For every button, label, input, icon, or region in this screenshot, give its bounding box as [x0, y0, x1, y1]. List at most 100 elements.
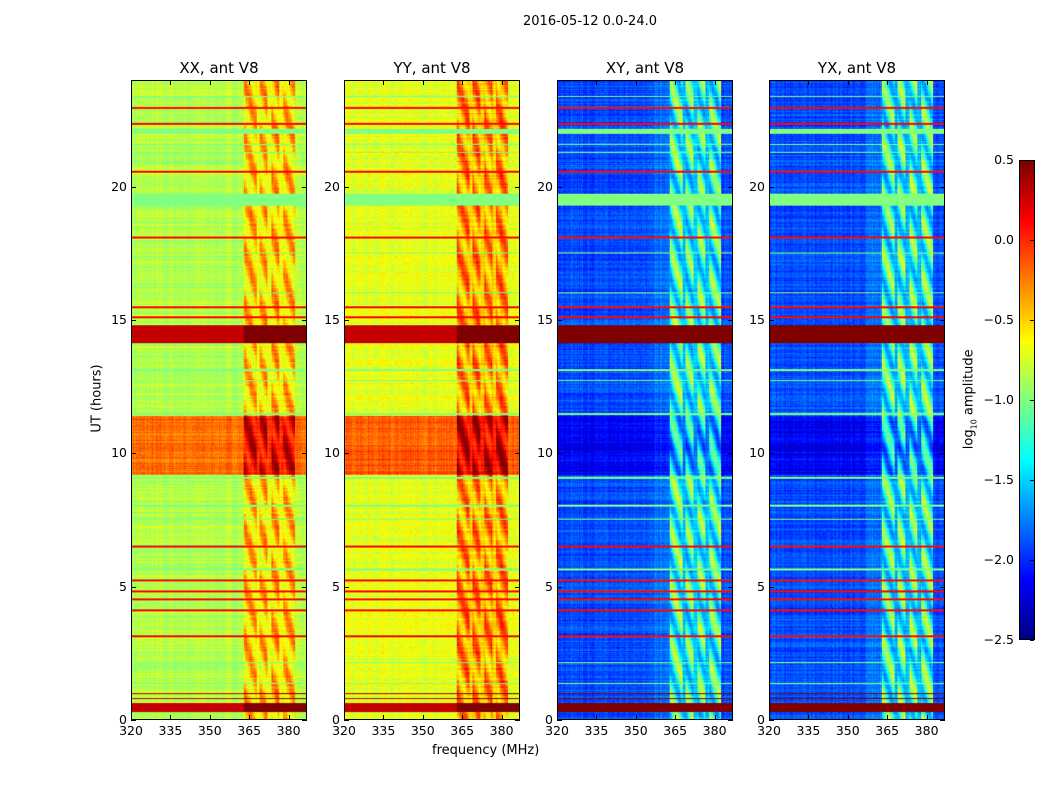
y-tick-label: 10: [111, 445, 127, 461]
x-tick-label: 350: [623, 723, 648, 738]
y-tick-label: 0: [545, 712, 553, 727]
heatmap-image: [132, 81, 306, 719]
y-tick-mark: [344, 586, 349, 588]
x-tick-label: 380: [702, 723, 727, 738]
colorbar-tick-label: −0.5: [983, 312, 1014, 327]
x-tick-mark: [131, 80, 132, 85]
x-tick-label: 380: [914, 723, 939, 738]
y-tick-mark: [728, 453, 733, 455]
heatmap-panel-2: [557, 80, 733, 720]
y-tick-label: 20: [324, 178, 340, 194]
y-tick-mark: [515, 186, 520, 188]
y-tick-label: 15: [749, 312, 765, 327]
y-tick-label: 10: [749, 445, 765, 461]
x-tick-mark: [926, 80, 928, 85]
x-tick-mark: [383, 80, 385, 85]
y-tick-label: 20: [111, 178, 127, 194]
colorbar-tick-label: −1.0: [983, 392, 1014, 407]
x-tick-mark: [462, 715, 464, 720]
x-tick-mark: [847, 715, 849, 720]
y-tick-mark: [557, 720, 562, 721]
colorbar-tick-mark: [1030, 480, 1034, 481]
y-tick-mark: [940, 320, 945, 321]
y-tick-mark: [131, 720, 136, 721]
y-tick-mark: [557, 453, 562, 455]
y-tick-mark: [557, 186, 562, 188]
heatmap-image: [558, 81, 732, 719]
y-tick-mark: [302, 186, 307, 188]
x-tick-label: 365: [663, 723, 688, 738]
x-tick-mark: [344, 715, 345, 720]
x-tick-mark: [714, 80, 716, 85]
colorbar-tick-label: −2.5: [983, 632, 1014, 647]
x-tick-mark: [557, 80, 558, 85]
heatmap-panel-3: [769, 80, 945, 720]
colorbar-tick-label: −1.5: [983, 472, 1014, 487]
x-tick-mark: [596, 80, 598, 85]
heatmap-image: [345, 81, 519, 719]
heatmap-image: [770, 81, 944, 719]
y-tick-mark: [940, 720, 945, 721]
x-tick-mark: [501, 715, 503, 720]
colorbar-gradient: [1020, 161, 1034, 639]
y-tick-mark: [515, 453, 520, 455]
y-tick-label: 5: [757, 578, 765, 594]
x-tick-mark: [714, 715, 716, 720]
colorbar-tick-label: 0.0: [994, 232, 1014, 247]
y-tick-label: 0: [119, 712, 127, 727]
x-tick-label: 350: [410, 723, 435, 738]
y-tick-mark: [344, 320, 349, 321]
colorbar-tick-mark: [1030, 400, 1034, 401]
x-tick-mark: [249, 80, 251, 85]
y-tick-label: 10: [324, 445, 340, 461]
y-tick-label: 15: [111, 312, 127, 327]
x-tick-label: 380: [276, 723, 301, 738]
colorbar-tick-label: −2.0: [983, 552, 1014, 567]
panel-title: YX, ant V8: [817, 59, 897, 77]
x-tick-mark: [209, 80, 211, 85]
y-tick-mark: [728, 186, 733, 188]
y-tick-label: 15: [537, 312, 553, 327]
y-tick-mark: [131, 186, 136, 188]
y-tick-mark: [557, 586, 562, 588]
y-tick-mark: [728, 320, 733, 321]
y-tick-mark: [940, 453, 945, 455]
x-tick-mark: [501, 80, 503, 85]
y-tick-mark: [515, 320, 520, 321]
y-tick-mark: [728, 586, 733, 588]
y-tick-mark: [728, 720, 733, 721]
y-tick-mark: [302, 586, 307, 588]
x-tick-mark: [249, 715, 251, 720]
x-tick-mark: [887, 715, 889, 720]
y-tick-mark: [344, 453, 349, 455]
y-tick-mark: [302, 453, 307, 455]
x-tick-label: 320: [757, 723, 781, 738]
y-tick-mark: [344, 186, 349, 188]
y-tick-label: 20: [537, 178, 553, 194]
y-tick-label: 5: [545, 578, 553, 594]
y-tick-label: 0: [332, 712, 340, 727]
colorbar-tick-mark: [1030, 560, 1034, 561]
x-tick-label: 380: [489, 723, 514, 738]
colorbar: [1019, 160, 1035, 640]
colorbar-label-log: log: [961, 429, 977, 450]
x-tick-mark: [462, 80, 464, 85]
panel-title: XY, ant V8: [605, 59, 685, 77]
x-tick-mark: [769, 80, 770, 85]
y-tick-label: 15: [324, 312, 340, 327]
colorbar-label-amplitude: amplitude: [961, 349, 977, 420]
x-tick-mark: [808, 80, 810, 85]
x-tick-mark: [170, 80, 172, 85]
colorbar-tick-label: 0.5: [994, 152, 1014, 167]
y-tick-mark: [940, 186, 945, 188]
x-tick-label: 365: [875, 723, 900, 738]
colorbar-label-sub: 10: [969, 419, 979, 430]
x-tick-mark: [596, 715, 598, 720]
x-tick-mark: [557, 715, 558, 720]
x-tick-mark: [131, 715, 132, 720]
x-tick-mark: [170, 715, 172, 720]
x-tick-label: 320: [119, 723, 143, 738]
x-tick-label: 365: [237, 723, 262, 738]
x-tick-label: 335: [371, 723, 396, 738]
x-tick-label: 335: [796, 723, 821, 738]
